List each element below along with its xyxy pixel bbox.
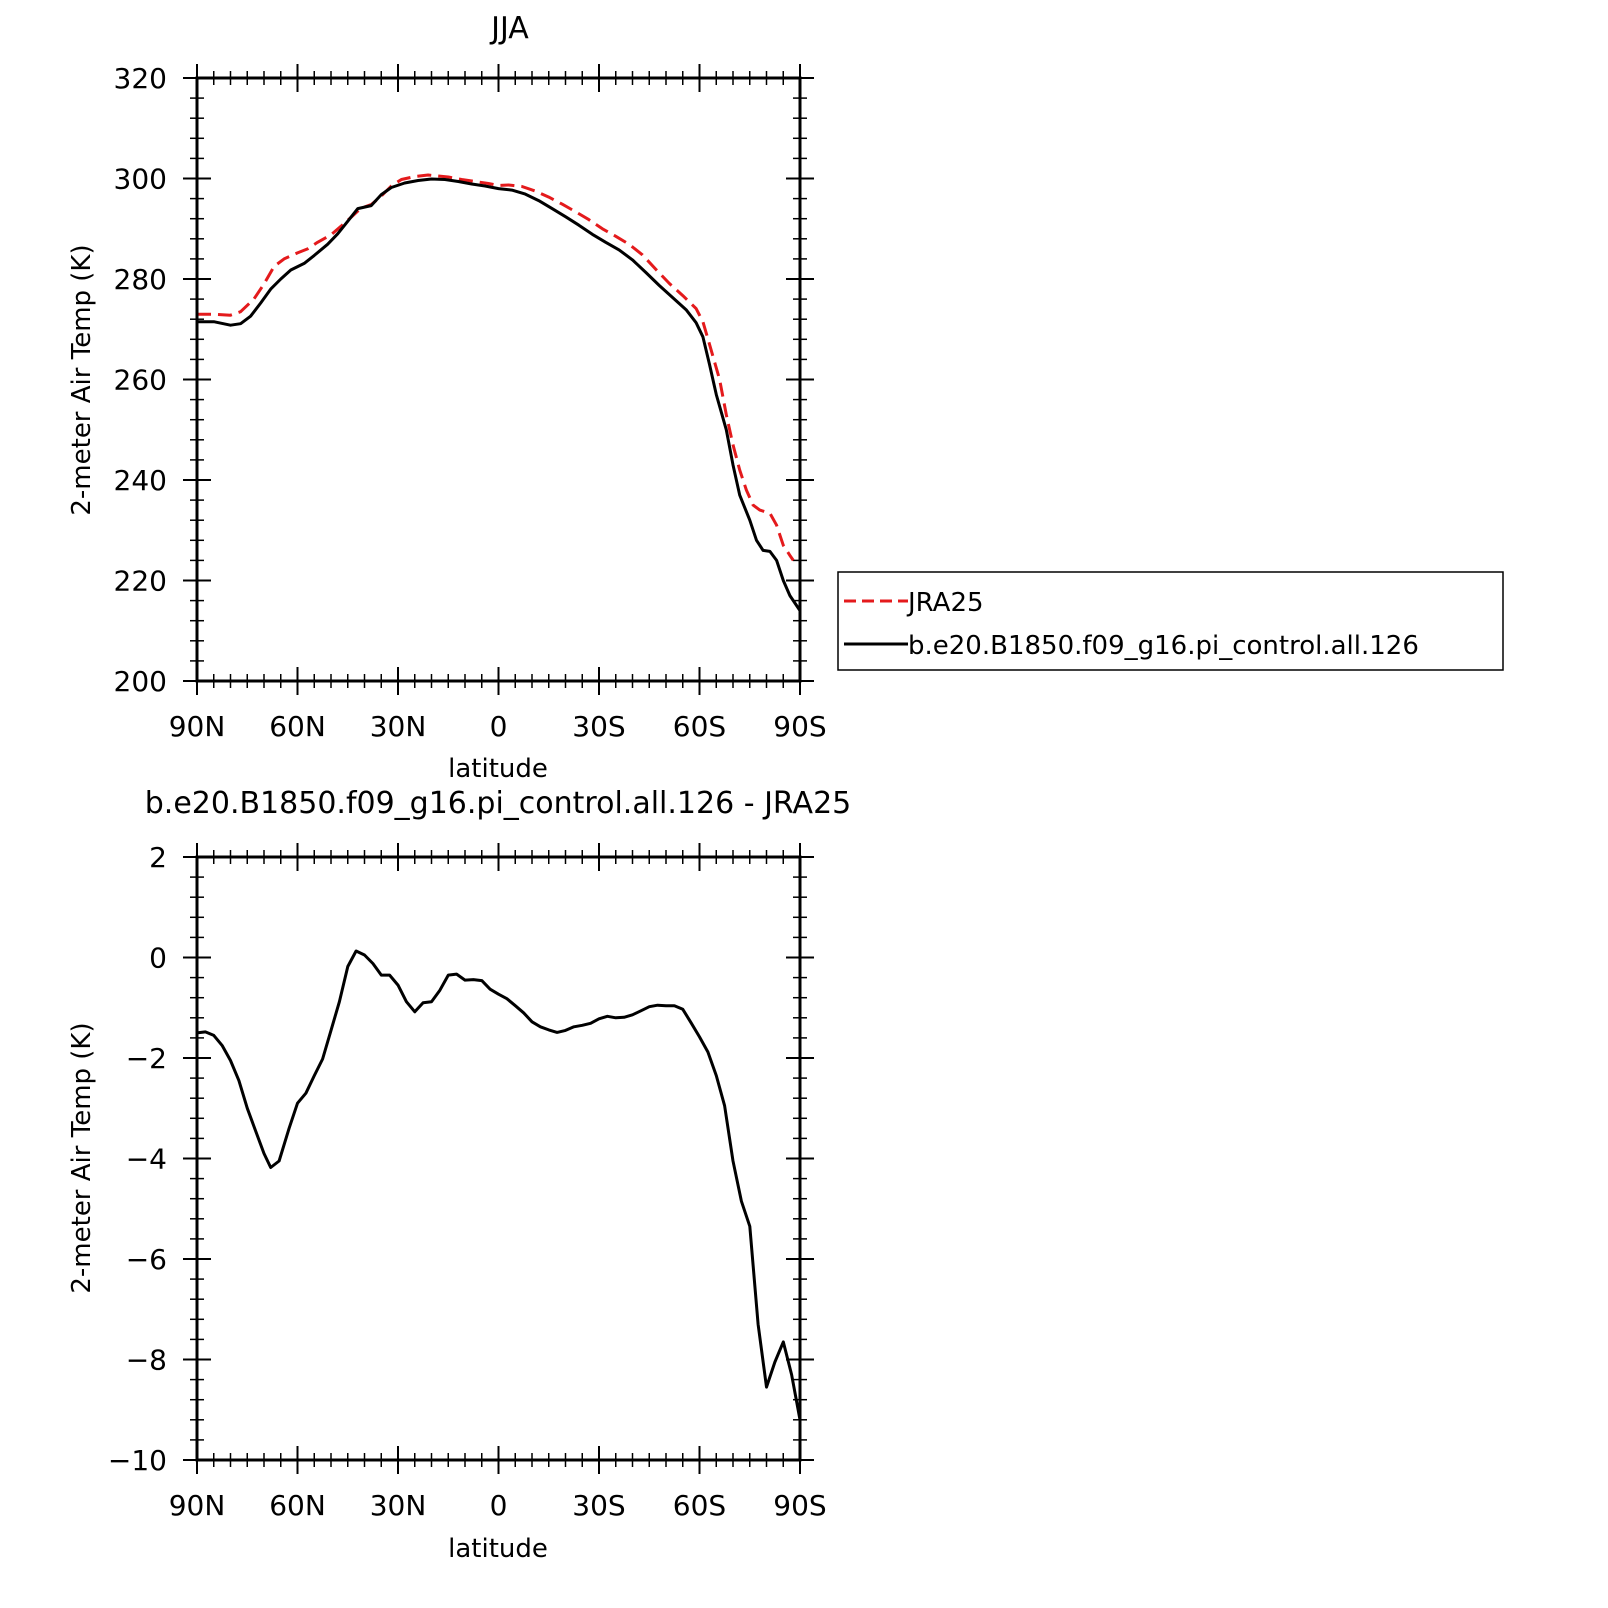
top-y-tick-label: 240 — [114, 464, 167, 497]
top-y-tick-label: 260 — [114, 364, 167, 397]
top-panel: JJA 200 220 240 260 280 300 320 90N 60N 30N 0 30S 6… — [67, 11, 827, 784]
bottom-series-line-difference — [196, 949, 802, 1421]
top-chart-series — [197, 173, 802, 612]
top-x-tick-label: 60N — [269, 710, 326, 743]
bottom-chart-title: b.e20.B1850.f09_g16.pi_control.all.126 -… — [145, 786, 852, 821]
bottom-y-tick-label: −8 — [126, 1344, 167, 1377]
bottom-y-tick-label: −6 — [126, 1243, 167, 1276]
bottom-x-tick-label: 90N — [169, 1489, 226, 1522]
bottom-x-tick-labels: 90N 60N 30N 0 30S 60S 90S — [169, 1489, 827, 1522]
top-x-tick-label: 90N — [169, 710, 226, 743]
bottom-y-tick-label: −10 — [108, 1444, 167, 1477]
top-x-tick-label: 0 — [490, 710, 508, 743]
bottom-x-tick-label: 0 — [490, 1489, 508, 1522]
top-y-tick-labels: 200 220 240 260 280 300 320 — [114, 62, 167, 698]
bottom-x-tick-label: 30S — [572, 1489, 625, 1522]
top-x-tick-label: 30N — [370, 710, 427, 743]
bottom-plot-frame — [195, 855, 802, 1462]
top-x-tick-label: 90S — [773, 710, 826, 743]
top-chart-title: JJA — [489, 11, 529, 46]
top-x-axis-label: latitude — [448, 754, 548, 784]
bottom-x-tick-label: 60N — [269, 1489, 326, 1522]
bottom-x-axis-label: latitude — [448, 1534, 548, 1564]
bottom-y-axis-label: 2-meter Air Temp (K) — [67, 1022, 97, 1293]
top-y-tick-label: 280 — [114, 263, 167, 296]
top-y-tick-label: 200 — [114, 665, 167, 698]
top-y-tick-label: 320 — [114, 62, 167, 95]
legend-box — [837, 571, 1504, 671]
top-y-axis-label: 2-meter Air Temp (K) — [67, 244, 97, 515]
top-x-tick-labels: 90N 60N 30N 0 30S 60S 90S — [169, 710, 827, 743]
top-x-tick-label: 60S — [673, 710, 726, 743]
bottom-panel: b.e20.B1850.f09_g16.pi_control.all.126 -… — [67, 786, 851, 1564]
top-series-line-model — [197, 177, 802, 612]
bottom-y-tick-label: −2 — [126, 1042, 167, 1075]
bottom-chart-ticks — [183, 843, 814, 1474]
bottom-x-tick-label: 30N — [370, 1489, 427, 1522]
top-y-tick-label: 300 — [114, 163, 167, 196]
bottom-y-tick-label: 2 — [149, 841, 167, 874]
bottom-y-tick-labels: −10 −8 −6 −4 −2 0 2 — [108, 841, 167, 1477]
top-y-tick-label: 220 — [114, 565, 167, 598]
legend-label-model: b.e20.B1850.f09_g16.pi_control.all.126 — [908, 631, 1419, 661]
bottom-y-tick-label: 0 — [149, 942, 167, 975]
legend: JRA25 b.e20.B1850.f09_g16.pi_control.all… — [837, 571, 1504, 671]
legend-label-jra25: JRA25 — [906, 588, 984, 618]
bottom-x-tick-label: 90S — [773, 1489, 826, 1522]
top-plot-frame — [195, 76, 802, 683]
bottom-x-tick-label: 60S — [673, 1489, 726, 1522]
bottom-chart-series — [196, 949, 802, 1421]
bottom-y-tick-label: −4 — [126, 1143, 167, 1176]
top-series-line-jra25 — [197, 173, 795, 562]
top-chart-ticks — [183, 64, 814, 695]
top-x-tick-label: 30S — [572, 710, 625, 743]
